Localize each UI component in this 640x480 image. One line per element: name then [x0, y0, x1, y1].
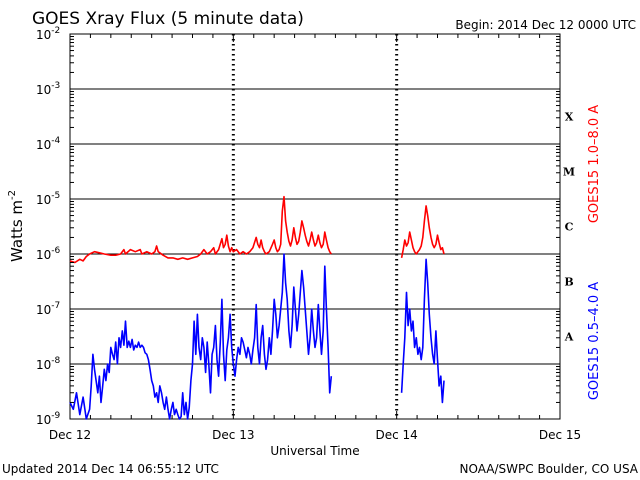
- y-tick-label: 10-4: [36, 136, 61, 152]
- y-axis-ticks: 10-9 10-8 10-7 10-6 10-5 10-4 10-3 10-2: [36, 26, 560, 427]
- series-label-long: GOES15 1.0–8.0 A: [587, 105, 602, 223]
- flare-class-label: M: [563, 166, 575, 179]
- x-axis-label: Universal Time: [270, 444, 359, 458]
- chart-title: GOES Xray Flux (5 minute data): [32, 9, 304, 29]
- updated-label: Updated 2014 Dec 14 06:55:12 UTC: [2, 462, 219, 476]
- x-tick-label: Dec 13: [212, 428, 254, 442]
- y-tick-label: 10-9: [36, 411, 61, 427]
- series-long-line: [400, 205, 445, 259]
- flare-class-label: A: [564, 331, 574, 344]
- y-tick-label: 10-2: [36, 26, 60, 42]
- y-tick-label: 10-3: [36, 81, 60, 97]
- flare-class-label: B: [564, 276, 573, 289]
- x-axis-ticks: Dec 12 Dec 13 Dec 14 Dec 15: [49, 34, 581, 442]
- series-long-line: [69, 195, 332, 264]
- y-tick-label: 10-6: [36, 246, 61, 262]
- y-axis-label: Watts m-2: [7, 190, 26, 262]
- y-tick-label: 10-8: [36, 356, 61, 372]
- begin-label: Begin: 2014 Dec 12 0000 UTC: [455, 18, 636, 32]
- x-tick-label: Dec 14: [376, 428, 418, 442]
- source-label: NOAA/SWPC Boulder, CO USA: [460, 462, 639, 476]
- x-tick-label: Dec 15: [539, 428, 581, 442]
- y-tick-label: 10-5: [36, 191, 60, 207]
- series-short-line: [400, 258, 445, 404]
- y-axis-label-exp: -2: [7, 190, 18, 200]
- flare-class-labels: A B C M X: [563, 111, 575, 344]
- series-short-line: [69, 253, 333, 420]
- x-tick-label: Dec 12: [49, 428, 91, 442]
- flare-class-label: X: [565, 111, 574, 124]
- flare-class-label: C: [565, 221, 574, 234]
- series-label-short: GOES15 0.5–4.0 A: [587, 282, 602, 400]
- grid-lines: [70, 88, 560, 365]
- series-lines: [69, 195, 445, 420]
- day-markers: [231, 34, 399, 419]
- y-axis-label-base: Watts m: [8, 200, 26, 262]
- plot-frame: [69, 33, 561, 420]
- y-tick-label: 10-7: [36, 301, 60, 317]
